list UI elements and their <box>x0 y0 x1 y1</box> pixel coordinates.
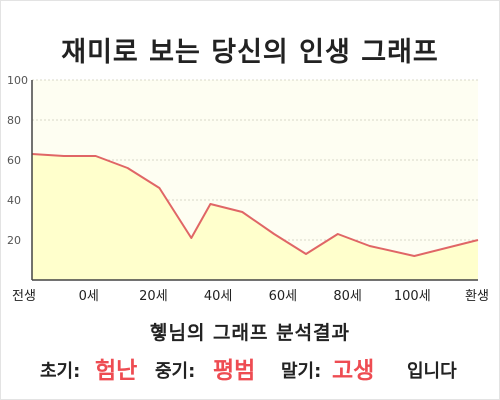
y-tick-label: 60 <box>7 154 21 167</box>
early-stage-value: 험난 <box>95 358 138 384</box>
life-graph-chart: 20 40 60 80 100 전생 0세 20세 40세 60세 80세 100세 환생 <box>7 74 489 304</box>
x-tick-label: 100세 <box>394 289 431 304</box>
analysis-summary: 혷님의 그래프 분석결과 <box>149 322 351 344</box>
axes <box>31 80 478 281</box>
mid-stage-label: 중기: <box>155 361 196 382</box>
y-tick-label: 100 <box>7 74 28 87</box>
x-tick-label: 0세 <box>79 289 99 304</box>
late-stage-label: 말기: <box>281 361 322 382</box>
mid-stage-value: 평범 <box>213 358 256 384</box>
life-area-fill <box>32 154 478 280</box>
early-stage-label: 초기: <box>40 361 81 382</box>
y-tick-label: 20 <box>7 234 21 247</box>
y-tick-label: 40 <box>7 194 21 207</box>
late-stage-value: 고생 <box>332 358 375 384</box>
chart-title: 재미로 보는 당신의 인생 그래프 <box>61 37 439 68</box>
x-tick-label: 40세 <box>204 289 233 304</box>
x-tick-label: 환생 <box>465 289 489 304</box>
result-suffix: 입니다 <box>407 361 457 382</box>
x-tick-label: 60세 <box>269 289 298 304</box>
x-tick-labels: 전생 0세 20세 40세 60세 80세 100세 환생 <box>12 289 489 304</box>
x-tick-label: 전생 <box>12 289 36 304</box>
life-line <box>31 153 479 257</box>
x-tick-label: 80세 <box>333 289 362 304</box>
x-tick-label: 20세 <box>139 289 168 304</box>
y-tick-label: 80 <box>7 114 21 127</box>
analysis-result: 초기: 험난 중기: 평범 말기: 고생 입니다 <box>0 345 500 385</box>
y-tick-labels: 20 40 60 80 100 <box>7 74 28 247</box>
